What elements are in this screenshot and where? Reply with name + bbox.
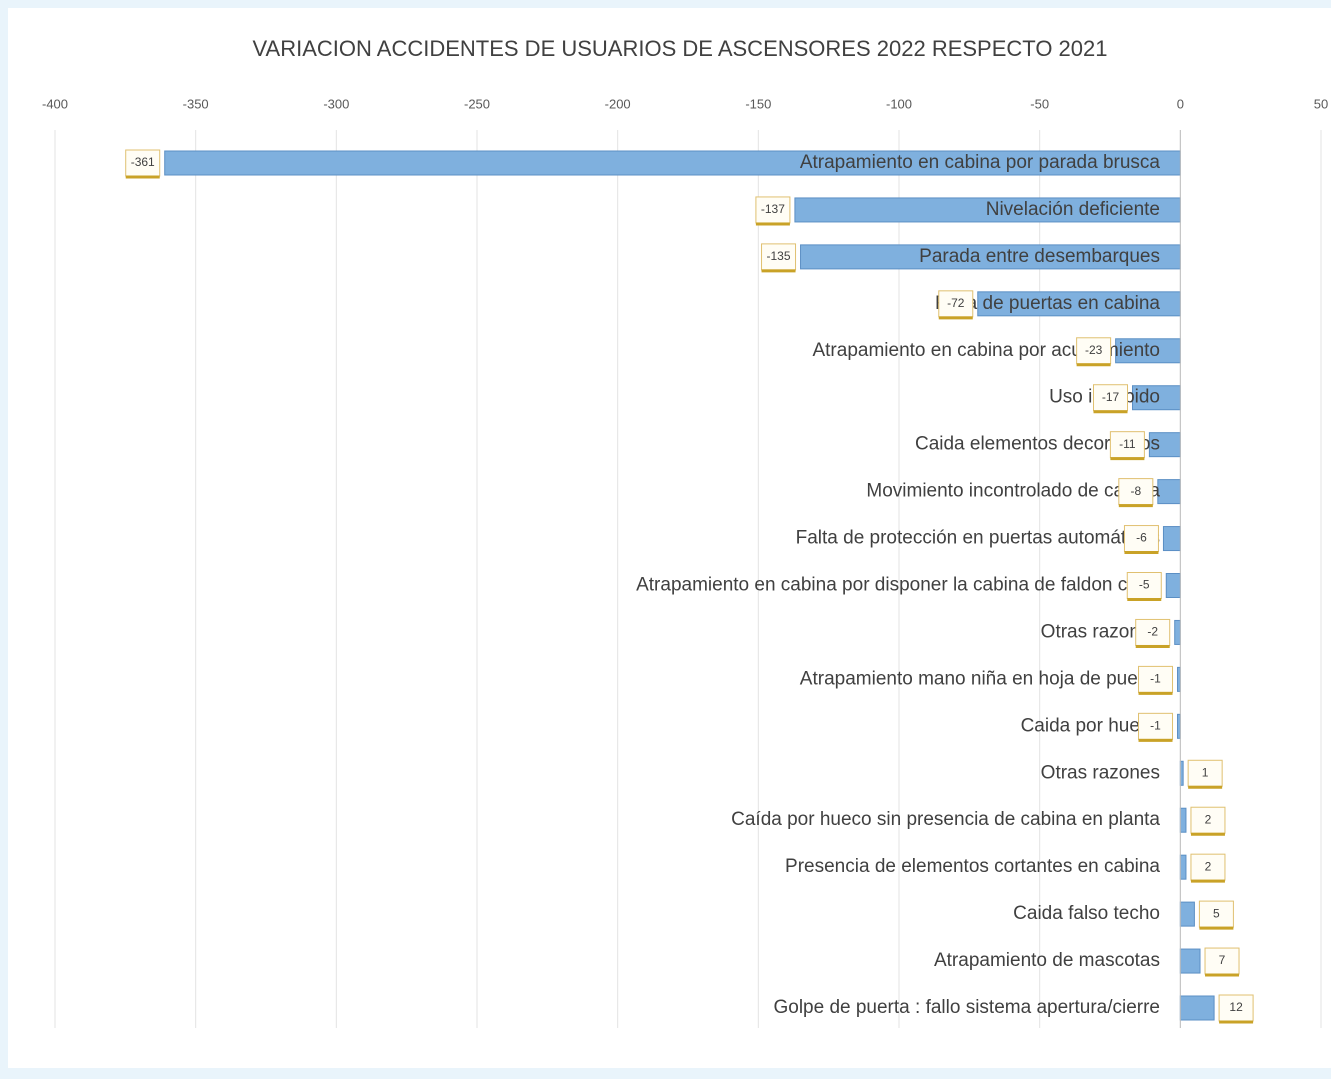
data-label-box: [1138, 665, 1174, 693]
bar: [1179, 901, 1195, 927]
bar: [1174, 619, 1181, 645]
category-label: Otras razones: [1041, 621, 1160, 642]
x-tick-label: -250: [464, 96, 490, 111]
bar: [800, 244, 1181, 270]
data-label: 5: [1213, 906, 1220, 920]
bar: [1162, 526, 1181, 552]
category-label: Movimiento incontrolado de cabina: [866, 481, 1160, 502]
data-label-box: [1187, 759, 1223, 787]
bar: [794, 197, 1181, 223]
category-label: Parada entre desembarques: [919, 246, 1160, 267]
category-label: Atrapamiento en cabina por parada brusca: [800, 152, 1161, 173]
data-label: -72: [947, 296, 965, 310]
data-label-box: [1109, 431, 1145, 459]
x-tick-label: -400: [42, 96, 68, 111]
x-tick-label: -350: [183, 96, 209, 111]
category-label: Falta de puertas en cabina: [935, 293, 1160, 314]
data-label: -361: [131, 155, 155, 169]
chart-area: [8, 8, 1331, 1068]
category-label: Golpe de puerta : fallo sistema apertura…: [773, 997, 1160, 1018]
data-label-box: [755, 196, 791, 224]
data-label-box: [1135, 618, 1171, 646]
bar: [1179, 854, 1187, 880]
data-label: -23: [1085, 343, 1103, 357]
category-label: Caida elementos decorativos: [915, 434, 1160, 455]
category-label: Atrapamiento mano niña en hoja de puerta: [800, 668, 1161, 689]
bar: [1115, 338, 1181, 364]
data-label-box: [1138, 712, 1174, 740]
data-label-box: [1123, 525, 1159, 553]
category-label: Caida falso techo: [1013, 903, 1160, 924]
category-label: Atrapamiento de mascotas: [934, 950, 1160, 971]
category-label: Presencia de elementos cortantes en cabi…: [785, 856, 1160, 877]
data-label: -5: [1139, 578, 1150, 592]
data-label-box: [1093, 384, 1129, 412]
data-label-box: [1076, 337, 1112, 365]
data-label: -6: [1136, 531, 1147, 545]
x-tick-label: 50: [1314, 96, 1328, 111]
bar: [1179, 807, 1187, 833]
x-tick-label: -150: [745, 96, 771, 111]
bar: [977, 291, 1181, 317]
x-tick-label: -200: [605, 96, 631, 111]
data-label: -17: [1102, 390, 1120, 404]
data-label: -135: [767, 249, 791, 263]
data-label: -137: [761, 202, 785, 216]
x-tick-label: -100: [886, 96, 912, 111]
category-label: Atrapamiento en cabina por disponer la c…: [636, 575, 1160, 596]
data-label: -1: [1150, 672, 1161, 686]
data-label: 1: [1202, 765, 1209, 779]
x-tick-label: 0: [1177, 96, 1184, 111]
data-label: -8: [1130, 484, 1141, 498]
x-tick-label: -300: [323, 96, 349, 111]
bar: [1165, 573, 1181, 598]
category-label: Atrapamiento en cabina por acuñamiento: [812, 340, 1160, 361]
bar: [1179, 948, 1201, 974]
bar: [1179, 995, 1215, 1021]
data-label: 2: [1205, 859, 1212, 873]
bar: [1157, 479, 1181, 505]
data-label: 2: [1205, 812, 1212, 826]
chart-title: VARIACION ACCIDENTES DE USUARIOS DE ASCE…: [252, 36, 1107, 61]
category-label: Caída por hueco sin presencia de cabina …: [731, 809, 1160, 830]
category-label: Falta de protección en puertas automátic…: [796, 528, 1160, 549]
data-label-box: [1118, 478, 1154, 506]
data-label: 7: [1219, 953, 1226, 967]
category-label: Otras razones: [1041, 762, 1160, 783]
category-label: Nivelación deficiente: [986, 199, 1160, 220]
bar: [1148, 432, 1181, 458]
category-label: Caida por hueco: [1021, 715, 1160, 736]
data-label: -1: [1150, 719, 1161, 733]
data-label: -11: [1119, 437, 1136, 451]
data-label: 12: [1229, 1000, 1243, 1014]
data-label: -2: [1147, 625, 1158, 639]
x-tick-label: -50: [1030, 96, 1049, 111]
